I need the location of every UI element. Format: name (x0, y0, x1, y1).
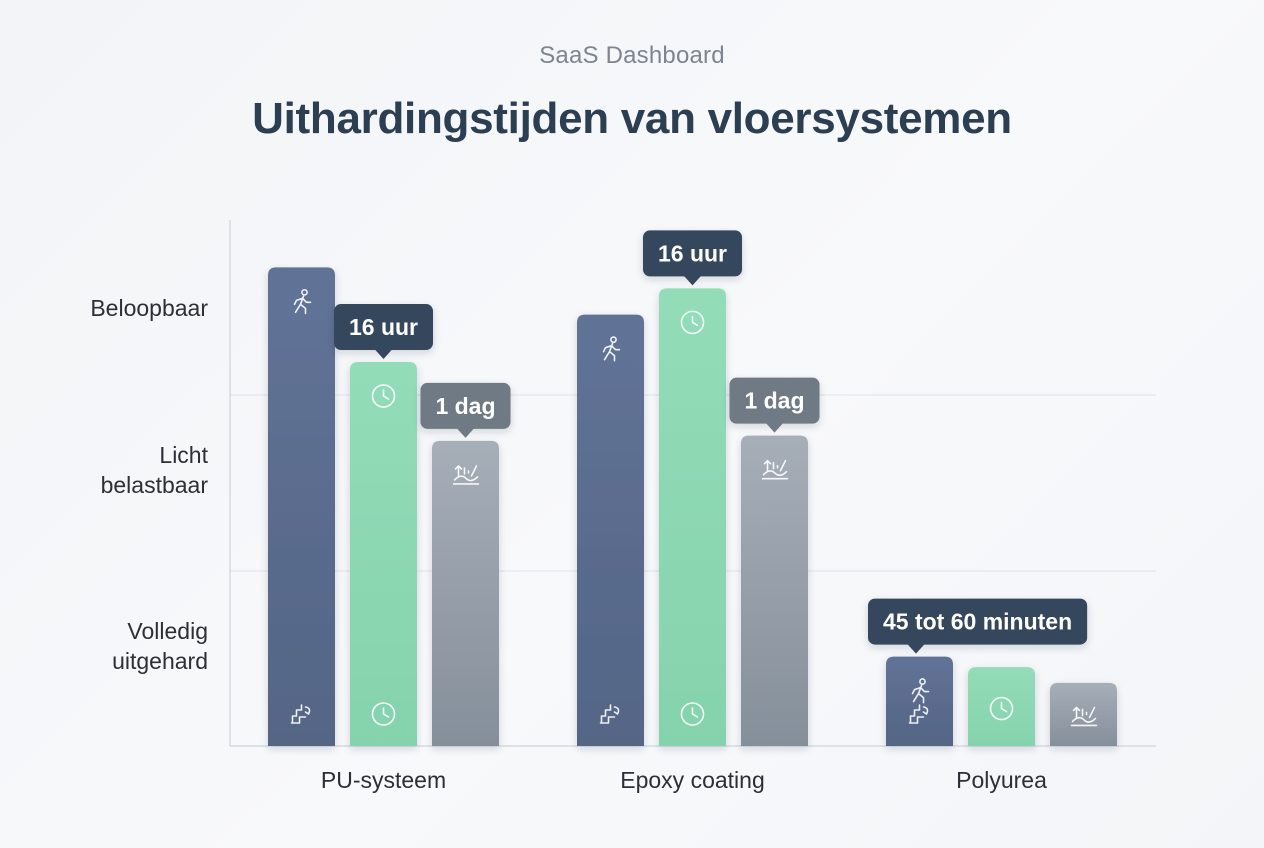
bar-group (432, 440, 499, 746)
callout-box (729, 377, 820, 424)
callout-pointer (456, 427, 475, 438)
bar-group (886, 656, 953, 746)
dashboard-subtitle: SaaS Dashboard (539, 42, 725, 69)
y-tick-label: Licht belastbaar (101, 442, 209, 498)
bar-group (577, 314, 644, 746)
value-callout: 45 tot 60 minuten (868, 598, 1088, 654)
load-chart-icon (1070, 706, 1098, 727)
callout-label: 16 uur (349, 314, 418, 340)
bar (432, 440, 499, 746)
y-tick-label: Beloopbaar (90, 295, 208, 321)
bar-group (968, 667, 1035, 746)
bar (1050, 682, 1117, 746)
walking-person-icon (911, 678, 930, 704)
bar (741, 435, 808, 746)
y-tick-label: Volledig uitgehard (112, 618, 208, 674)
stairs-icon (290, 704, 311, 724)
bar-group (350, 362, 417, 746)
clock-icon (371, 384, 396, 408)
bar-group (268, 267, 335, 746)
value-callout: 16 uur (642, 230, 743, 286)
bar-group (1050, 682, 1117, 746)
load-chart-icon (761, 459, 789, 480)
bar (659, 288, 726, 746)
callout-box (642, 230, 743, 277)
clock-icon (371, 702, 396, 726)
callout-label: 16 uur (658, 240, 727, 266)
value-callout: 1 dag (420, 382, 511, 438)
callout-pointer (374, 349, 393, 360)
callout-pointer (907, 643, 925, 654)
value-callout: 16 uur (333, 304, 434, 360)
bar (577, 314, 644, 746)
value-callout: 1 dag (729, 377, 820, 433)
clock-icon (680, 702, 705, 726)
callout-pointer (765, 422, 784, 433)
callout-label: 1 dag (744, 388, 804, 414)
callout-box (868, 598, 1088, 645)
bar (268, 267, 335, 746)
bar (886, 656, 953, 746)
callout-box (420, 382, 511, 429)
bar (350, 362, 417, 746)
clock-icon (680, 310, 705, 335)
callout-pointer (683, 275, 702, 286)
callout-box (333, 304, 434, 351)
stairs-icon (908, 704, 929, 724)
callout-label: 45 tot 60 minuten (883, 609, 1072, 635)
bar-group (659, 288, 726, 746)
chart-title: Uithardingstijden van vloersystemen (252, 94, 1012, 143)
x-category-label: Polyurea (956, 767, 1047, 793)
stairs-icon (599, 704, 620, 724)
bar-group (741, 435, 808, 746)
load-chart-icon (452, 465, 480, 485)
x-category-label: PU-systeem (321, 767, 446, 793)
clock-icon (989, 696, 1014, 721)
x-category-label: Epoxy coating (620, 767, 764, 793)
walking-person-icon (293, 288, 312, 315)
walking-person-icon (602, 336, 621, 362)
callout-label: 1 dag (435, 393, 495, 419)
